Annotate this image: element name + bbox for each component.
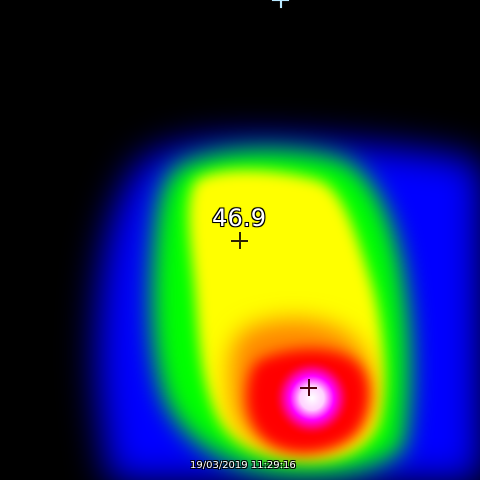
- center-crosshair-icon: [231, 232, 248, 249]
- top-crosshair-icon: [272, 0, 289, 8]
- magenta-hot-spot: [272, 358, 352, 438]
- hot-spot-crosshair-icon: [300, 379, 317, 396]
- spot-temperature-readout: 46.9: [212, 204, 267, 232]
- capture-timestamp: 19/03/2019 11:29:16: [190, 460, 296, 471]
